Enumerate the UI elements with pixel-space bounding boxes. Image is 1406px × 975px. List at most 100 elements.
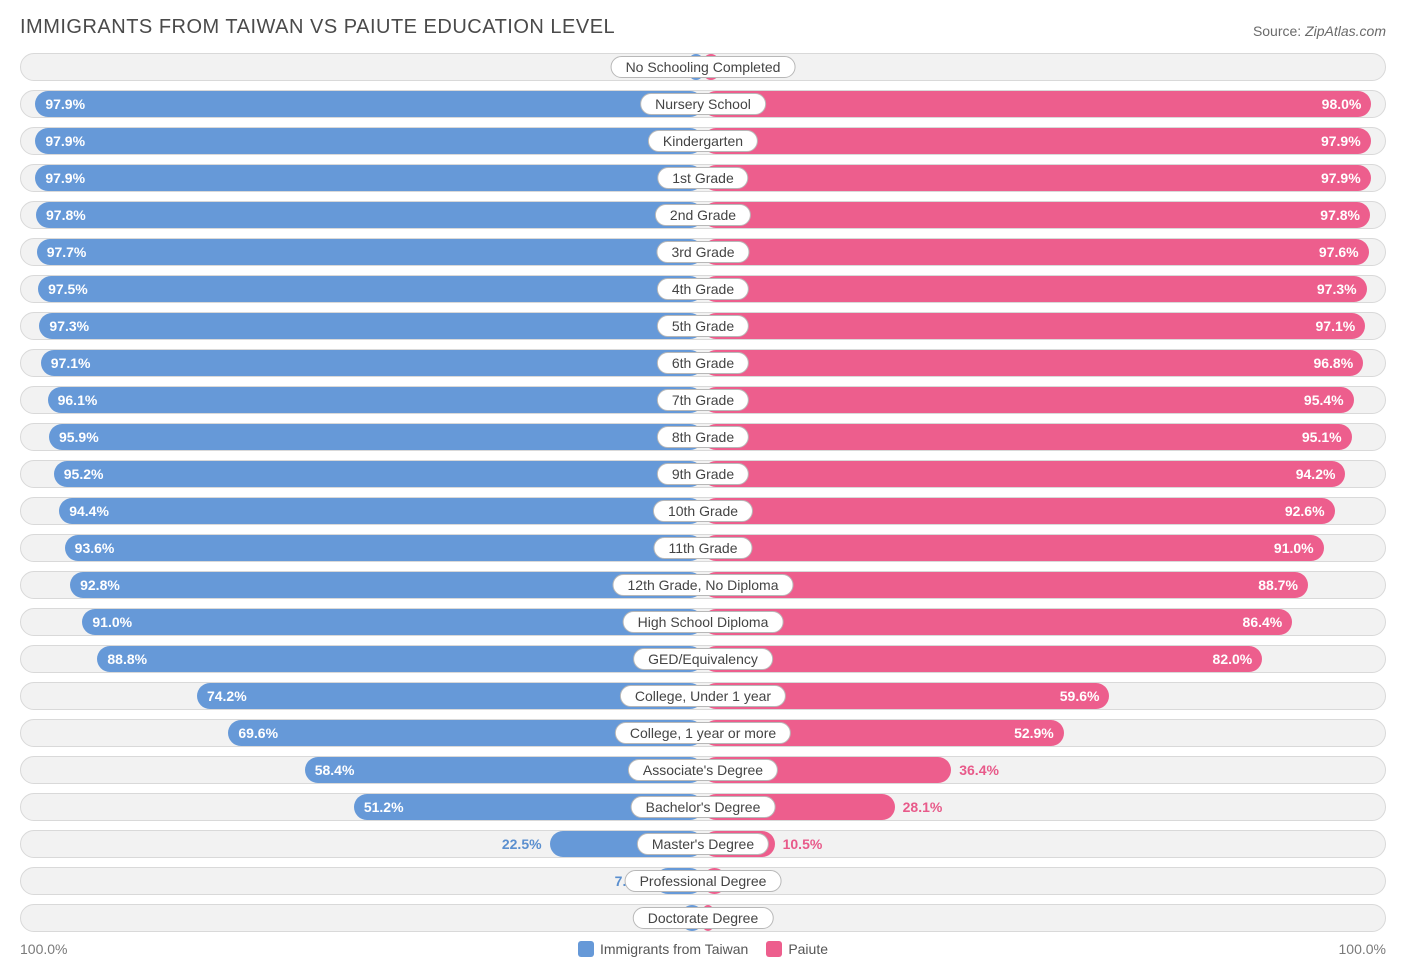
bar-left: 97.9% [35, 165, 703, 191]
category-label: High School Diploma [623, 611, 784, 633]
value-right: 88.7% [1258, 577, 1298, 593]
chart-source: Source: ZipAtlas.com [1253, 23, 1386, 39]
value-right: 28.1% [903, 799, 943, 815]
chart-row: 97.7%97.6%3rd Grade [20, 238, 1386, 266]
category-label: Doctorate Degree [633, 907, 774, 929]
value-right: 97.6% [1319, 244, 1359, 260]
bar-left: 92.8% [70, 572, 703, 598]
bar-right: 95.1% [703, 424, 1352, 450]
value-right: 36.4% [959, 762, 999, 778]
value-right: 95.1% [1302, 429, 1342, 445]
value-right: 52.9% [1014, 725, 1054, 741]
bar-right: 96.8% [703, 350, 1363, 376]
value-left: 51.2% [364, 799, 404, 815]
bar-left: 93.6% [65, 535, 703, 561]
bar-right: 97.9% [703, 128, 1371, 154]
chart-row: 69.6%52.9%College, 1 year or more [20, 719, 1386, 747]
value-right: 97.8% [1320, 207, 1360, 223]
bar-right: 94.2% [703, 461, 1345, 487]
value-right: 91.0% [1274, 540, 1314, 556]
value-left: 69.6% [238, 725, 278, 741]
chart-row: 51.2% 28.1% Bachelor's Degree [20, 793, 1386, 821]
value-left: 93.6% [75, 540, 115, 556]
category-label: 4th Grade [657, 278, 749, 300]
bar-left: 97.5% [38, 276, 703, 302]
value-right: 97.9% [1321, 170, 1361, 186]
category-label: 9th Grade [657, 463, 749, 485]
value-right: 86.4% [1243, 614, 1283, 630]
category-label: 6th Grade [657, 352, 749, 374]
value-left: 97.3% [49, 318, 89, 334]
chart-row: 7.1%3.4%Professional Degree [20, 867, 1386, 895]
legend-label-right: Paiute [788, 941, 828, 957]
value-left: 92.8% [80, 577, 120, 593]
chart-row: 97.9% 98.0% Nursery School [20, 90, 1386, 118]
chart-row: 93.6% 91.0% 11th Grade [20, 534, 1386, 562]
bar-right: 88.7% [703, 572, 1308, 598]
chart-row: 96.1%95.4%7th Grade [20, 386, 1386, 414]
legend-label-left: Immigrants from Taiwan [600, 941, 748, 957]
chart-footer: 100.0% Immigrants from Taiwan Paiute 100… [20, 941, 1386, 957]
category-label: 8th Grade [657, 426, 749, 448]
source-name: ZipAtlas.com [1305, 23, 1386, 39]
legend-item-right: Paiute [766, 941, 828, 957]
bar-left: 95.2% [54, 461, 703, 487]
chart-row: 2.1%2.4%No Schooling Completed [20, 53, 1386, 81]
bar-left: 96.1% [48, 387, 703, 413]
bar-right: 98.0% [703, 91, 1371, 117]
category-label: 5th Grade [657, 315, 749, 337]
bar-left: 97.9% [35, 128, 703, 154]
chart-legend: Immigrants from Taiwan Paiute [67, 941, 1338, 957]
legend-swatch-right [766, 941, 782, 957]
value-left: 95.2% [64, 466, 104, 482]
value-right: 97.9% [1321, 133, 1361, 149]
chart-row: 91.0%86.4%High School Diploma [20, 608, 1386, 636]
value-left: 22.5% [502, 836, 542, 852]
chart-header: IMMIGRANTS FROM TAIWAN VS PAIUTE EDUCATI… [20, 16, 1386, 39]
bar-left: 97.1% [41, 350, 703, 376]
chart-row: 22.5%10.5%Master's Degree [20, 830, 1386, 858]
legend-item-left: Immigrants from Taiwan [578, 941, 748, 957]
chart-row: 97.9%97.9%1st Grade [20, 164, 1386, 192]
value-left: 97.9% [45, 96, 85, 112]
category-label: Nursery School [640, 93, 766, 115]
category-label: Bachelor's Degree [631, 796, 776, 818]
bar-right: 97.3% [703, 276, 1367, 302]
chart-row: 3.2%1.5%Doctorate Degree [20, 904, 1386, 932]
value-right: 92.6% [1285, 503, 1325, 519]
category-label: 2nd Grade [655, 204, 751, 226]
category-label: Associate's Degree [628, 759, 778, 781]
legend-swatch-left [578, 941, 594, 957]
chart-row: 97.5%97.3%4th Grade [20, 275, 1386, 303]
value-right: 10.5% [783, 836, 823, 852]
source-label: Source: [1253, 23, 1301, 39]
value-right: 95.4% [1304, 392, 1344, 408]
axis-left-max: 100.0% [20, 941, 67, 957]
value-left: 94.4% [69, 503, 109, 519]
bar-right: 97.6% [703, 239, 1369, 265]
category-label: No Schooling Completed [611, 56, 796, 78]
value-left: 74.2% [207, 688, 247, 704]
value-right: 97.1% [1316, 318, 1356, 334]
value-right: 98.0% [1322, 96, 1362, 112]
bar-right: 97.9% [703, 165, 1371, 191]
category-label: College, Under 1 year [620, 685, 786, 707]
category-label: 12th Grade, No Diploma [613, 574, 794, 596]
chart-row: 58.4% 36.4% Associate's Degree [20, 756, 1386, 784]
bar-left: 94.4% [59, 498, 703, 524]
value-left: 96.1% [58, 392, 98, 408]
category-label: Kindergarten [648, 130, 758, 152]
chart-title: IMMIGRANTS FROM TAIWAN VS PAIUTE EDUCATI… [20, 16, 615, 39]
chart-row: 94.4% 92.6% 10th Grade [20, 497, 1386, 525]
value-right: 94.2% [1296, 466, 1336, 482]
diverging-bar-chart: 2.1%2.4%No Schooling Completed 97.9% 98.0%… [20, 53, 1386, 932]
bar-left: 97.3% [39, 313, 703, 339]
category-label: 11th Grade [653, 537, 752, 559]
value-right: 82.0% [1213, 651, 1253, 667]
value-right: 59.6% [1060, 688, 1100, 704]
bar-right: 92.6% [703, 498, 1335, 524]
value-left: 58.4% [315, 762, 355, 778]
value-left: 97.9% [45, 133, 85, 149]
category-label: 10th Grade [653, 500, 753, 522]
value-left: 97.7% [47, 244, 87, 260]
